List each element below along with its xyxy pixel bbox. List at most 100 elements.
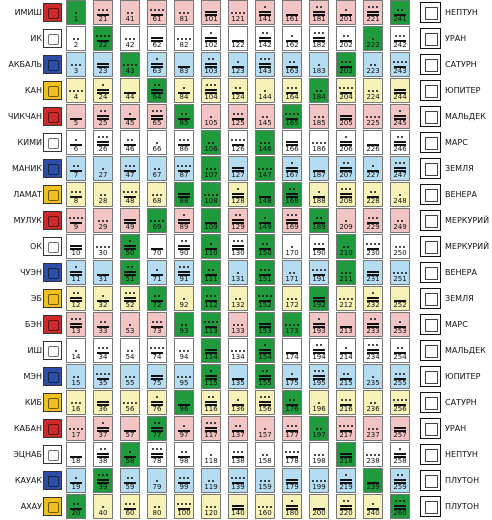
kin-cell[interactable]: 64: [147, 78, 167, 103]
kin-cell[interactable]: 11: [66, 260, 86, 285]
kin-cell[interactable]: 43: [120, 52, 140, 77]
kin-cell[interactable]: 65: [147, 104, 167, 129]
kin-cell[interactable]: 211: [336, 260, 356, 285]
kin-cell[interactable]: 165: [282, 104, 302, 129]
kin-cell[interactable]: 154: [255, 338, 275, 363]
kin-cell[interactable]: 178: [282, 442, 302, 467]
kin-cell[interactable]: 169: [282, 208, 302, 233]
kin-cell[interactable]: 82: [174, 26, 194, 51]
kin-cell[interactable]: 54: [120, 338, 140, 363]
kin-cell[interactable]: 141: [255, 0, 275, 25]
kin-cell[interactable]: 62: [147, 26, 167, 51]
kin-cell[interactable]: 120: [201, 494, 221, 519]
kin-cell[interactable]: 140: [228, 494, 248, 519]
kin-cell[interactable]: 136: [228, 390, 248, 415]
kin-cell[interactable]: 179: [282, 468, 302, 493]
kin-cell[interactable]: 125: [228, 104, 248, 129]
kin-cell[interactable]: 113: [201, 312, 221, 337]
kin-cell[interactable]: 175: [282, 364, 302, 389]
kin-cell[interactable]: 248: [390, 182, 410, 207]
kin-cell[interactable]: 57: [120, 416, 140, 441]
kin-cell[interactable]: 155: [255, 364, 275, 389]
kin-cell[interactable]: 39: [93, 468, 113, 493]
kin-cell[interactable]: 55: [120, 364, 140, 389]
kin-cell[interactable]: 231: [363, 260, 383, 285]
kin-cell[interactable]: 208: [336, 182, 356, 207]
kin-cell[interactable]: 146: [255, 130, 275, 155]
kin-cell[interactable]: 210: [336, 234, 356, 259]
kin-cell[interactable]: 101: [201, 0, 221, 25]
kin-cell[interactable]: 49: [120, 208, 140, 233]
kin-cell[interactable]: 184: [309, 78, 329, 103]
kin-cell[interactable]: 22: [93, 26, 113, 51]
kin-cell[interactable]: 159: [255, 468, 275, 493]
kin-cell[interactable]: 193: [309, 312, 329, 337]
kin-cell[interactable]: 9: [66, 208, 86, 233]
kin-cell[interactable]: 48: [120, 182, 140, 207]
kin-cell[interactable]: 67: [147, 156, 167, 181]
kin-cell[interactable]: 3: [66, 52, 86, 77]
kin-cell[interactable]: 153: [255, 312, 275, 337]
kin-cell[interactable]: 86: [174, 130, 194, 155]
kin-cell[interactable]: 59: [120, 468, 140, 493]
kin-cell[interactable]: 115: [201, 364, 221, 389]
kin-cell[interactable]: 156: [255, 390, 275, 415]
kin-cell[interactable]: 221: [363, 0, 383, 25]
kin-cell[interactable]: 205: [336, 104, 356, 129]
kin-cell[interactable]: 19: [66, 468, 86, 493]
kin-cell[interactable]: 214: [336, 338, 356, 363]
kin-cell[interactable]: 186: [309, 130, 329, 155]
kin-cell[interactable]: 215: [336, 364, 356, 389]
kin-cell[interactable]: 40: [93, 494, 113, 519]
kin-cell[interactable]: 227: [363, 156, 383, 181]
kin-cell[interactable]: 90: [174, 234, 194, 259]
kin-cell[interactable]: 239: [363, 468, 383, 493]
kin-cell[interactable]: 255: [390, 364, 410, 389]
kin-cell[interactable]: 58: [120, 442, 140, 467]
kin-cell[interactable]: 246: [390, 130, 410, 155]
kin-cell[interactable]: 147: [255, 156, 275, 181]
kin-cell[interactable]: 224: [363, 78, 383, 103]
kin-cell[interactable]: 206: [336, 130, 356, 155]
kin-cell[interactable]: 132: [228, 286, 248, 311]
kin-cell[interactable]: 121: [228, 0, 248, 25]
kin-cell[interactable]: 85: [174, 104, 194, 129]
kin-cell[interactable]: 52: [120, 286, 140, 311]
kin-cell[interactable]: 157: [255, 416, 275, 441]
kin-cell[interactable]: 53: [120, 312, 140, 337]
kin-cell[interactable]: 128: [228, 182, 248, 207]
kin-cell[interactable]: 7: [66, 156, 86, 181]
kin-cell[interactable]: 182: [309, 26, 329, 51]
kin-cell[interactable]: 32: [93, 286, 113, 311]
kin-cell[interactable]: 144: [255, 78, 275, 103]
kin-cell[interactable]: 33: [93, 312, 113, 337]
kin-cell[interactable]: 108: [201, 182, 221, 207]
kin-cell[interactable]: 228: [363, 182, 383, 207]
kin-cell[interactable]: 45: [120, 104, 140, 129]
kin-cell[interactable]: 259: [390, 468, 410, 493]
kin-cell[interactable]: 5: [66, 104, 86, 129]
kin-cell[interactable]: 91: [174, 260, 194, 285]
kin-cell[interactable]: 79: [147, 468, 167, 493]
kin-cell[interactable]: 180: [282, 494, 302, 519]
kin-cell[interactable]: 225: [363, 104, 383, 129]
kin-cell[interactable]: 34: [93, 338, 113, 363]
kin-cell[interactable]: 38: [93, 442, 113, 467]
kin-cell[interactable]: 1: [66, 0, 86, 25]
kin-cell[interactable]: 31: [93, 260, 113, 285]
kin-cell[interactable]: 122: [228, 26, 248, 51]
kin-cell[interactable]: 72: [147, 286, 167, 311]
kin-cell[interactable]: 126: [228, 130, 248, 155]
kin-cell[interactable]: 117: [201, 416, 221, 441]
kin-cell[interactable]: 97: [174, 416, 194, 441]
kin-cell[interactable]: 123: [228, 52, 248, 77]
kin-cell[interactable]: 249: [390, 208, 410, 233]
kin-cell[interactable]: 95: [174, 364, 194, 389]
kin-cell[interactable]: 173: [282, 312, 302, 337]
kin-cell[interactable]: 226: [363, 130, 383, 155]
kin-cell[interactable]: 26: [93, 130, 113, 155]
kin-cell[interactable]: 230: [363, 234, 383, 259]
kin-cell[interactable]: 138: [228, 442, 248, 467]
kin-cell[interactable]: 213: [336, 312, 356, 337]
kin-cell[interactable]: 212: [336, 286, 356, 311]
